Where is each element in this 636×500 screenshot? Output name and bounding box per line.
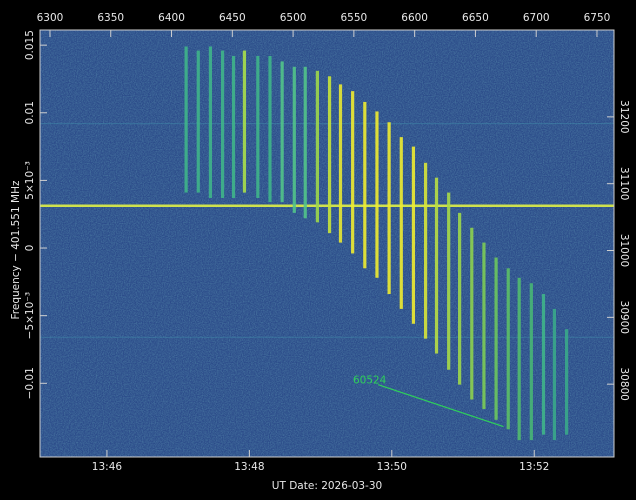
annotation-label: 60524 — [353, 374, 387, 386]
signal-streak — [363, 101, 367, 269]
x-tick-label: 13:50 — [377, 461, 407, 473]
signal-streak — [292, 66, 296, 213]
signal-streak — [220, 50, 225, 198]
signal-streak — [268, 55, 272, 203]
signal-streak — [208, 46, 213, 198]
y2-tick-label: 31200 — [618, 100, 630, 133]
plot-area — [40, 46, 614, 441]
signal-streak — [458, 212, 462, 385]
signal-streak — [196, 50, 200, 193]
x-tick-label: 13:52 — [519, 461, 549, 473]
signal-streak — [447, 192, 451, 370]
signal-streak — [506, 268, 510, 430]
y-tick-label: −0.01 — [24, 367, 36, 399]
x2-tick-label: 6550 — [340, 12, 367, 24]
x2-tick-label: 6600 — [401, 12, 428, 24]
signal-streak — [327, 76, 332, 234]
signal-streak — [564, 329, 569, 435]
x-tick-label: 13:46 — [92, 461, 123, 473]
y-tick-label: 0.015 — [24, 30, 36, 60]
signal-streak — [375, 111, 379, 278]
x2-tick-label: 6450 — [219, 12, 246, 24]
signal-streak — [351, 91, 355, 254]
signal-streak — [482, 242, 486, 409]
x-axis-title: UT Date: 2026-03-30 — [272, 480, 382, 492]
signal-streak — [338, 84, 343, 243]
signal-streak — [280, 61, 284, 203]
x2-tick-label: 6300 — [37, 12, 64, 24]
x2-tick-label: 6400 — [158, 12, 185, 24]
signal-streak — [541, 294, 546, 435]
signal-streak — [387, 122, 391, 295]
y-axis-title: Frequency − 401.551 MHz — [10, 180, 22, 319]
y2-tick-label: 30900 — [618, 301, 630, 334]
signal-streak — [315, 70, 319, 223]
y2-tick-label: 31100 — [618, 167, 630, 200]
x2-tick-label: 6650 — [462, 12, 489, 24]
signal-streak — [231, 55, 236, 198]
signal-streak — [434, 177, 439, 354]
signal-streak — [242, 50, 247, 193]
signal-streak — [184, 46, 188, 193]
signal-streak — [552, 308, 557, 441]
signal-streak — [256, 55, 260, 198]
signal-streak — [303, 66, 307, 219]
x2-tick-label: 6500 — [280, 12, 307, 24]
signal-streak — [470, 227, 474, 400]
y-tick-label: −5×10⁻³ — [24, 292, 36, 339]
signal-streak — [423, 162, 428, 339]
annotation-line — [377, 384, 504, 428]
x2-tick-label: 6350 — [97, 12, 124, 24]
x-tick-label: 13:48 — [234, 461, 264, 473]
y2-tick-label: 30800 — [618, 367, 630, 400]
y-tick-label: 0.01 — [24, 101, 36, 124]
x2-tick-label: 6750 — [584, 12, 611, 24]
x2-tick-label: 6700 — [523, 12, 550, 24]
y-tick-label: 0 — [24, 245, 36, 252]
signal-streak — [411, 146, 416, 324]
signal-streak — [399, 137, 403, 309]
signal-streak — [529, 283, 533, 441]
signal-streak — [494, 257, 498, 420]
y2-tick-label: 31000 — [618, 234, 630, 267]
noise-texture — [40, 30, 614, 457]
signal-streak — [517, 277, 521, 441]
frame — [39, 29, 615, 458]
y-tick-label: 5×10⁻³ — [24, 161, 36, 200]
